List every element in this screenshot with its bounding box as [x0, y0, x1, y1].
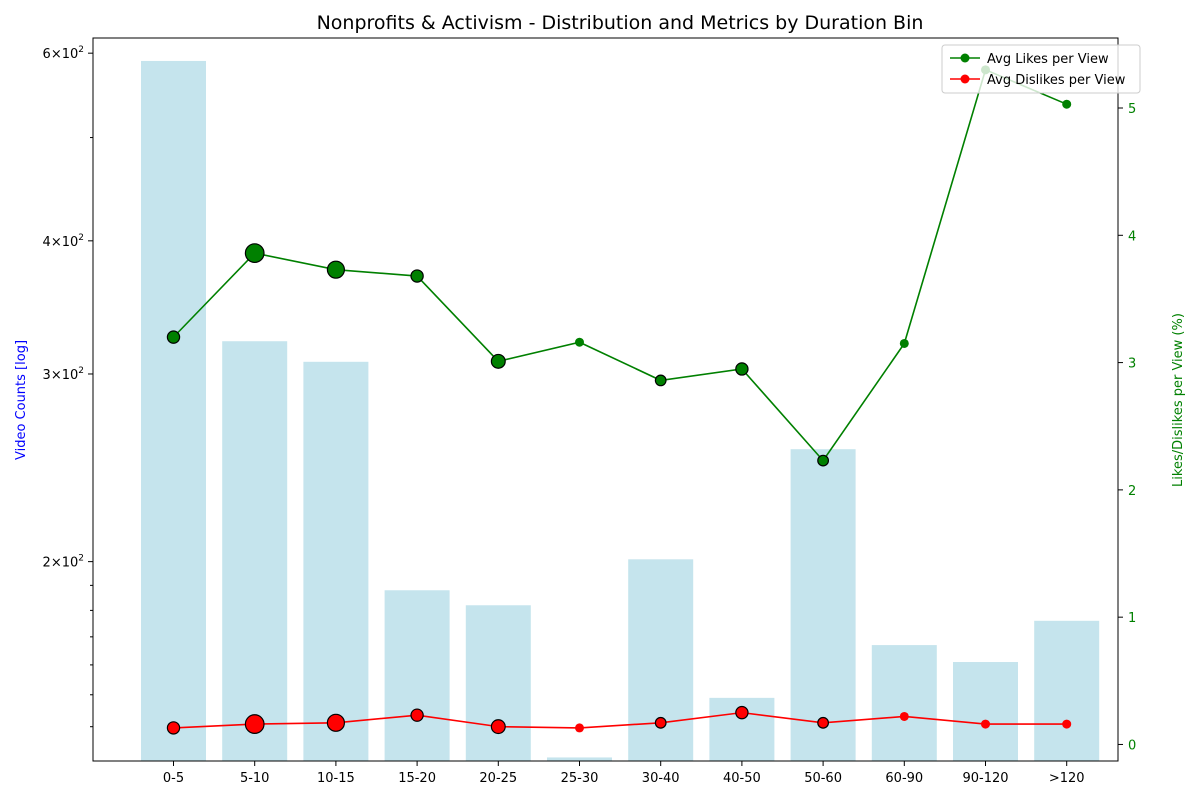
y-right-tick-label: 4: [1128, 229, 1136, 244]
point-likes-10-15: [326, 260, 345, 279]
point-likes-40-50: [735, 362, 749, 376]
point-likes-20-25: [490, 353, 506, 369]
bar-50-60: [790, 449, 856, 761]
point-dislikes-5-10: [244, 714, 265, 734]
legend-swatch-marker: [960, 74, 970, 84]
tick-exponent: 2: [78, 554, 84, 564]
bar-0-5: [141, 60, 206, 762]
x-tick-label: 90-120: [962, 771, 1008, 786]
y-left-tick-label: 6×102: [43, 45, 84, 62]
y-right-tick-label: 5: [1128, 102, 1136, 117]
point-likes-25-30: [575, 337, 584, 347]
lines-layer: [166, 65, 1072, 735]
bar-90-120: [953, 662, 1018, 761]
point-dislikes-50-60: [817, 716, 829, 729]
point-likes->120: [1062, 99, 1072, 109]
legend-label: Avg Dislikes per View: [987, 73, 1126, 88]
point-likes-5-10: [244, 243, 265, 264]
point-dislikes-90-120: [981, 719, 990, 729]
y-right-tick-label: 3: [1128, 357, 1136, 372]
tick-exponent: 2: [78, 45, 84, 55]
point-dislikes-25-30: [575, 723, 584, 733]
tick-mantissa: 3×10: [43, 368, 79, 383]
y-left-tick-label: 4×102: [43, 233, 84, 250]
point-dislikes-0-5: [166, 721, 181, 735]
x-axis: 0-5 5-10 10-15 15-20 20-25 25-30 30-40 40-50 50-…: [163, 761, 1085, 786]
x-tick-label: 0-5: [163, 771, 184, 786]
x-tick-label: 50-60: [804, 771, 842, 786]
y-axis-left-label: Video Counts [log]: [14, 340, 29, 460]
tick-mantissa: 4×10: [43, 235, 79, 250]
legend-swatch-marker: [960, 53, 970, 63]
x-tick-label: 5-10: [240, 771, 270, 786]
point-dislikes-20-25: [490, 719, 506, 735]
point-dislikes-40-50: [735, 705, 749, 720]
point-likes-30-40: [654, 374, 667, 387]
y-left-tick-label: 3×102: [43, 366, 84, 383]
x-tick-label: 30-40: [642, 771, 680, 786]
y-axis-right: 0 1 2 3 4 5: [1118, 102, 1136, 753]
legend-box: [941, 44, 1141, 94]
point-likes-15-20: [410, 269, 424, 283]
x-tick-label: 20-25: [479, 771, 517, 786]
y-right-tick-label: 2: [1128, 484, 1136, 499]
bar-30-40: [628, 559, 694, 761]
y-axis-right-label: Likes/Dislikes per View (%): [1171, 313, 1186, 487]
legend-label: Avg Likes per View: [987, 52, 1109, 67]
tick-mantissa: 6×10: [43, 47, 79, 62]
series-line-dislikes: [173, 711, 1067, 729]
bars-layer: [141, 60, 1100, 762]
bar-15-20: [384, 590, 450, 761]
point-dislikes->120: [1062, 719, 1072, 729]
bar-20-25: [465, 605, 531, 761]
x-tick-label: 40-50: [723, 771, 761, 786]
point-dislikes-60-90: [899, 711, 909, 721]
x-tick-label: 10-15: [317, 771, 355, 786]
series-line-likes: [172, 68, 1068, 462]
x-tick-label: >120: [1049, 771, 1085, 786]
point-likes-50-60: [817, 454, 829, 467]
x-tick-label: 60-90: [885, 771, 923, 786]
tick-exponent: 2: [78, 233, 84, 243]
y-left-tick-label: 2×102: [43, 554, 84, 571]
tick-mantissa: 2×10: [43, 556, 79, 571]
y-right-tick-label: 1: [1128, 611, 1136, 626]
point-likes-60-90: [899, 338, 909, 348]
x-tick-label: 15-20: [398, 771, 436, 786]
y-right-tick-label: 0: [1128, 738, 1136, 753]
point-dislikes-10-15: [326, 713, 345, 732]
x-tick-label: 25-30: [561, 771, 599, 786]
plot-frame: [92, 37, 1119, 762]
point-dislikes-30-40: [654, 716, 667, 729]
bar-5-10: [222, 341, 288, 761]
bar-10-15: [303, 361, 369, 761]
point-dislikes-15-20: [410, 708, 424, 722]
point-likes-0-5: [166, 330, 181, 344]
tick-exponent: 2: [78, 366, 84, 376]
legend: Avg Likes per View Avg Dislikes per View: [941, 44, 1141, 94]
bar-25-30: [547, 757, 612, 761]
chart-title: Nonprofits & Activism - Distribution and…: [317, 12, 924, 34]
bar->120: [1034, 620, 1100, 761]
bar-60-90: [871, 645, 937, 761]
